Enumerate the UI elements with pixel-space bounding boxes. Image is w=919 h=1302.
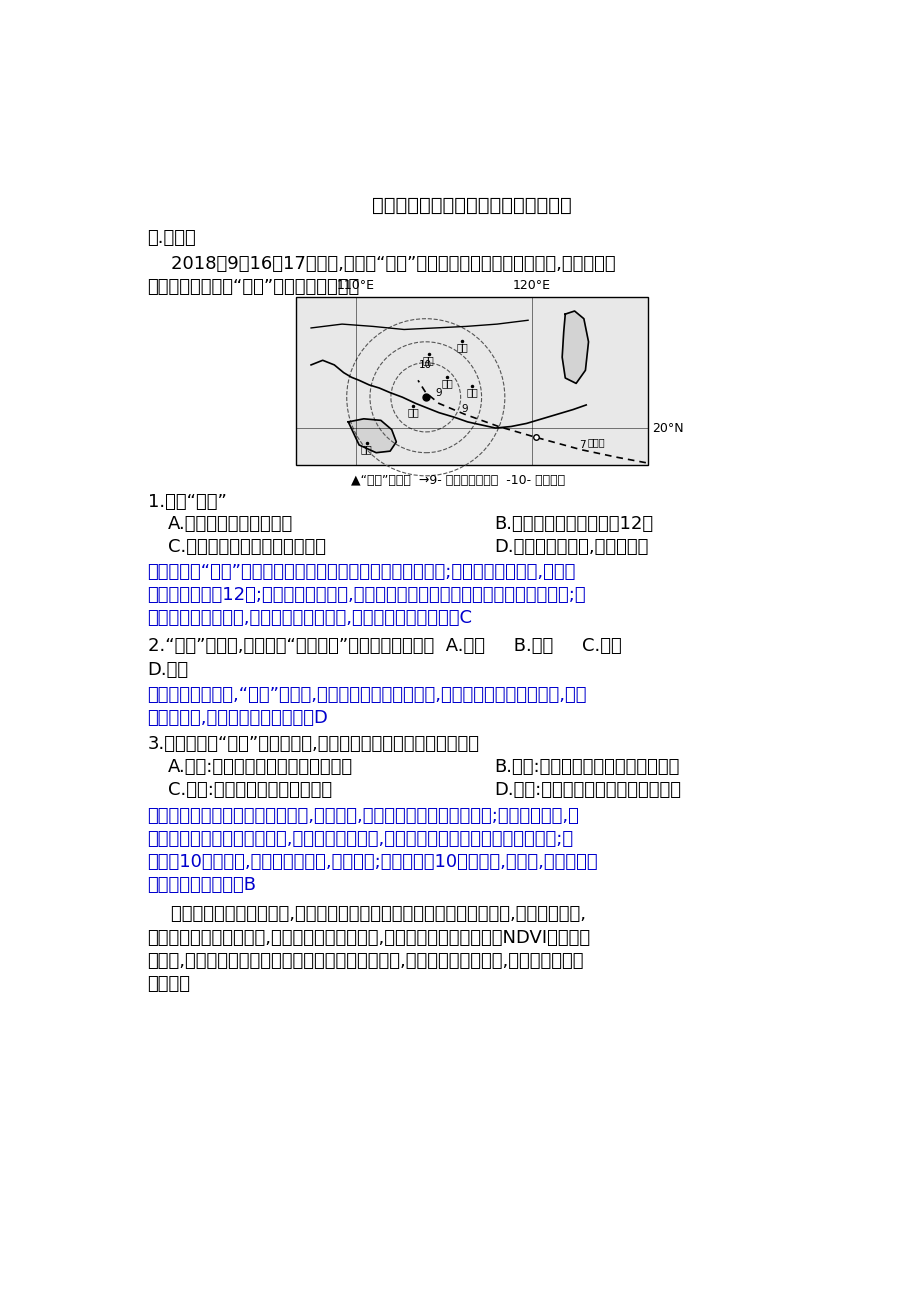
- Text: 顺德: 顺德: [441, 379, 453, 388]
- Text: 香港: 香港: [466, 388, 478, 397]
- Bar: [295, 297, 648, 465]
- Text: 3.为防御台风“山竹”带来的灾害,不同城市居民采取的措施合理的是: 3.为防御台风“山竹”带来的灾害,不同城市居民采取的措施合理的是: [147, 736, 479, 754]
- Text: D.风向: D.风向: [147, 660, 188, 678]
- Text: B.台风中心最大风力超过12级: B.台风中心最大风力超过12级: [494, 516, 653, 533]
- Text: 9: 9: [436, 388, 442, 398]
- Text: ▲“山竹”登陆点  →9- 台风及移动路径  -10- 风圈等级: ▲“山竹”登陆点 →9- 台风及移动路径 -10- 风圈等级: [351, 474, 565, 487]
- Text: 含量相对少,所以降水量较少。答案D: 含量相对少,所以降水量较少。答案D: [147, 710, 328, 727]
- Text: 一.选择题: 一.选择题: [147, 229, 196, 247]
- Text: B.香港:地下车库入口用沙袋拦截洪水: B.香港:地下车库入口用沙袋拦截洪水: [494, 758, 679, 776]
- Text: 州位于10级风圈内,强风会吹断大树,砖坏小车;云浮也位于10级风圈内,风力大,人员撞到空: 州位于10级风圈内,强风会吹断大树,砖坏小车;云浮也位于10级风圈内,风力大,人…: [147, 853, 597, 871]
- Text: 2018年9月16日17时左右,强台风“山竹”在广东省台山市沿海地区登陆,给广东带来: 2018年9月16日17时左右,强台风“山竹”在广东省台山市沿海地区登陆,给广东…: [147, 255, 615, 273]
- Text: C.近地面气流呢逆时针方向辐合: C.近地面气流呢逆时针方向辐合: [167, 538, 325, 556]
- Text: 110°E: 110°E: [336, 279, 375, 292]
- Text: 而增大。: 而增大。: [147, 975, 190, 992]
- Text: 【解析】读图可知,“山竹”登陆时,茂名位于台风中心的西侧,风从西北方向的陆地吹来,水汽: 【解析】读图可知,“山竹”登陆时,茂名位于台风中心的西侧,风从西北方向的陆地吹来…: [147, 686, 586, 704]
- Text: 心附近风力大于12级;台风属于热带气旋,在北半球近地面气流呢逆时针方向向中心辐合;从: 心附近风力大于12级;台风属于热带气旋,在北半球近地面气流呢逆时针方向向中心辐合…: [147, 586, 585, 604]
- Text: 下图所示区域为新疆西部,天山山脈中部山间的巴音布鲁克地区的小盆地,四周雪山环抱,: 下图所示区域为新疆西部,天山山脈中部山间的巴音布鲁克地区的小盆地,四周雪山环抱,: [147, 905, 584, 923]
- Text: 图中风等级分布可知,与台风中心距离相同,风力不一定相同。答案C: 图中风等级分布可知,与台风中心距离相同,风力不一定相同。答案C: [147, 609, 472, 628]
- Text: 【解析】茂名位于台风中心的西侧,吹西北风,应关紧并加固西北向的门窗;香港位于沿海,台: 【解析】茂名位于台风中心的西侧,吹西北风,应关紧并加固西北向的门窗;香港位于沿海…: [147, 807, 579, 825]
- Text: 旷区会更危险。答案B: 旷区会更危险。答案B: [147, 876, 256, 894]
- Text: 海口: 海口: [360, 444, 372, 454]
- Text: C.广州:将小轿车移到大树下遥风: C.广州:将小轿车移到大树下遥风: [167, 781, 332, 799]
- Text: 1.台风“山竹”: 1.台风“山竹”: [147, 493, 226, 512]
- Text: D.与台风中心等距,则风力相同: D.与台风中心等距,则风力相同: [494, 538, 649, 556]
- Text: A.生成于东北太平洋地区: A.生成于东北太平洋地区: [167, 516, 292, 533]
- Text: 120°E: 120°E: [513, 279, 550, 292]
- Text: 菲律宾: 菲律宾: [587, 437, 605, 447]
- Text: 9: 9: [460, 404, 468, 414]
- Text: 盖指数,主要应用于检测植被生长状态、植被覆盖度等,正値表示有植被覆盖,且随覆盖度增大: 盖指数,主要应用于检测植被生长状态、植被覆盖度等,正値表示有植被覆盖,且随覆盖度…: [147, 952, 584, 970]
- Text: A.茂名:登陆时重点加固东南向的门窗: A.茂名:登陆时重点加固东南向的门窗: [167, 758, 353, 776]
- Text: 7: 7: [578, 440, 585, 450]
- Text: 严重灾害。读台风“山竹”移动路径示意图。: 严重灾害。读台风“山竹”移动路径示意图。: [147, 277, 359, 296]
- Polygon shape: [348, 419, 396, 453]
- Text: 20°N: 20°N: [652, 422, 683, 435]
- Text: 【解析】由“山竹”移动路径的位置可推测其生成于西北太平洋;台风中心风平浪静,台风中: 【解析】由“山竹”移动路径的位置可推测其生成于西北太平洋;台风中心风平浪静,台风…: [147, 562, 575, 581]
- Text: 茂名: 茂名: [407, 408, 419, 418]
- Text: 风会引发风暴潮导致海水倒灰,市区极易产生内涝,因此在地下车库入口用沙袋拦截洪水;广: 风会引发风暴潮导致海水倒灰,市区极易产生内涝,因此在地下车库入口用沙袋拦截洪水;…: [147, 829, 573, 848]
- Text: 处于半封闭的地理环境中,西部植被生长状况更好,是一个典型的高寒盆地。NDVI是植被覆: 处于半封闭的地理环境中,西部植被生长状况更好,是一个典型的高寒盆地。NDVI是植…: [147, 928, 590, 947]
- Text: D.云浮:从室内撤离到空旷区防泥石流: D.云浮:从室内撤离到空旷区防泥石流: [494, 781, 681, 799]
- Text: 全国名校最新高考模拟示范卷（二十）: 全国名校最新高考模拟示范卷（二十）: [371, 197, 571, 215]
- Text: 云浮: 云浮: [423, 355, 435, 366]
- Text: 2.“山竹”登陆时,茂名出现“风强雨少”的原因主要取决于  A.风速     B.地形     C.风级: 2.“山竹”登陆时,茂名出现“风强雨少”的原因主要取决于 A.风速 B.地形 C…: [147, 638, 620, 655]
- Text: 广州: 广州: [456, 342, 468, 353]
- Polygon shape: [562, 311, 588, 383]
- Text: 10: 10: [419, 359, 432, 370]
